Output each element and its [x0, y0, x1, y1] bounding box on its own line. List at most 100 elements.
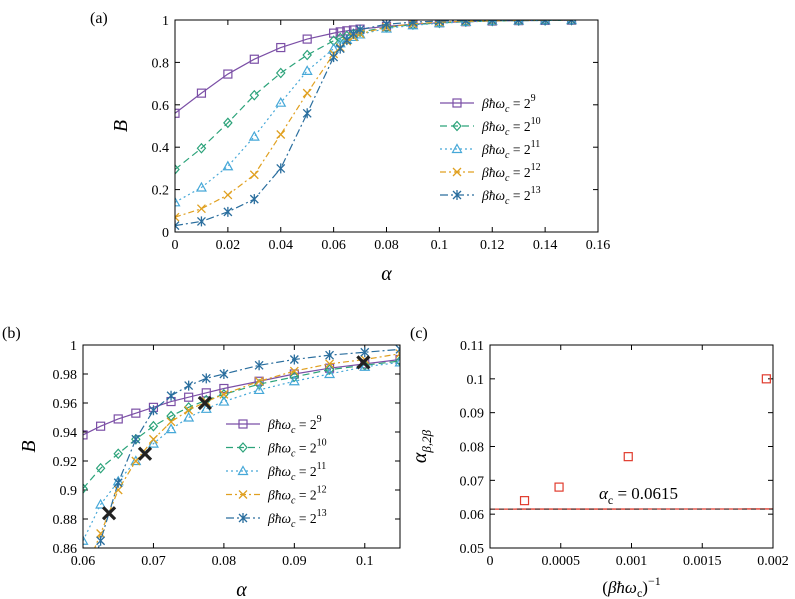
- data-point: [348, 28, 358, 39]
- legend-label-exponent: 12: [317, 485, 327, 496]
- data-point: [395, 355, 400, 367]
- x-tick-label: 0.1: [356, 554, 374, 569]
- x-tick-label: 0.0005: [542, 554, 581, 569]
- x-tick-label: 0.1: [431, 238, 449, 253]
- y-tick-label: 0.6: [152, 99, 170, 114]
- data-point: [302, 88, 312, 98]
- legend-item-12: βħωc = 212: [440, 162, 541, 184]
- data-point: [195, 181, 207, 192]
- legend-label-base: βħω: [481, 165, 505, 180]
- legend-label: βħωc = 211: [267, 461, 326, 483]
- data-point: [175, 164, 180, 175]
- x-tick-label: 0.02: [216, 238, 241, 253]
- legend-label-exponent: 11: [317, 461, 327, 472]
- data-point: [223, 190, 233, 200]
- y-tick-label: 0.92: [53, 455, 78, 470]
- data-point: [276, 130, 286, 139]
- legend-item-10: βħωc = 210: [226, 438, 327, 460]
- legend-label: βħωc = 213: [267, 508, 327, 530]
- data-point: [113, 485, 123, 495]
- series-line: [94, 353, 400, 548]
- legend-label-base: βħω: [481, 119, 505, 134]
- data-point: [201, 388, 211, 398]
- legend-label-exponent: 11: [531, 139, 541, 150]
- data-point: [324, 364, 335, 376]
- legend-label-equals: = 2: [295, 417, 316, 432]
- legend-label-exponent: 10: [317, 438, 327, 449]
- legend-item-13: βħωc = 213: [226, 508, 327, 530]
- data-point: [183, 411, 195, 422]
- legend-swatch-marker: [452, 190, 462, 200]
- x-tick-label: 0.001: [616, 554, 648, 569]
- x-tick-label: 0.07: [141, 554, 166, 569]
- legend-label-exponent: 13: [531, 185, 541, 196]
- data-point: [223, 69, 233, 79]
- legend-label: βħωc = 29: [267, 414, 322, 436]
- legend-label-base: βħω: [267, 441, 291, 456]
- data-point: [175, 220, 180, 231]
- y-tick-label: 0.4: [152, 141, 170, 156]
- x-axis-label: (βħωc)−1: [602, 574, 660, 599]
- data-point: [83, 483, 88, 494]
- legend-label: βħωc = 29: [481, 93, 536, 115]
- legend-label-base: βħω: [481, 142, 505, 157]
- y-axis-label: B: [110, 120, 132, 132]
- critical-alpha-annotation: αc = 0.0615: [599, 484, 678, 507]
- panel-label: (a): [90, 10, 108, 27]
- data-point: [218, 395, 230, 406]
- y-tick-label: 0.88: [53, 513, 78, 528]
- legend-label-subscript: c: [291, 472, 296, 483]
- data-point: [325, 350, 335, 361]
- data-point: [380, 22, 393, 33]
- x-tick-label: 0.06: [321, 238, 346, 253]
- x-axis-label-part: c: [637, 586, 642, 599]
- annotation-value: = 0.0615: [613, 484, 678, 503]
- y-tick-label: 0.11: [460, 339, 484, 354]
- y-axis-label-part: β,2β: [419, 429, 434, 453]
- legend-label: βħωc = 213: [481, 185, 541, 207]
- legend-label-equals: = 2: [509, 142, 530, 157]
- legend-swatch-marker: [237, 465, 249, 476]
- legend-swatch-marker: [452, 98, 462, 108]
- data-point: [166, 417, 176, 427]
- data-point: [222, 160, 234, 171]
- data-point: [130, 455, 142, 466]
- data-point: [196, 142, 207, 154]
- x-axis-label-part: ): [642, 578, 648, 597]
- data-point: [223, 206, 233, 217]
- crossing-point: [356, 355, 371, 370]
- x-tick-label: 0: [487, 554, 494, 569]
- y-tick-label: 0.1: [467, 373, 485, 388]
- y-tick-label: 1: [162, 14, 169, 29]
- y-tick-label: 0: [162, 226, 169, 241]
- y-tick-label: 0.07: [460, 474, 485, 489]
- y-tick-label: 0.94: [53, 426, 78, 441]
- legend-label-subscript: c: [505, 173, 510, 184]
- x-tick-label: 0.002: [757, 554, 789, 569]
- x-tick-label: 0.06: [71, 554, 96, 569]
- y-tick-label: 0.09: [460, 407, 485, 422]
- y-tick-label: 0.96: [53, 397, 78, 412]
- crossing-point: [197, 395, 213, 411]
- data-point: [165, 423, 177, 434]
- x-axis-label: α: [236, 579, 247, 599]
- data-point: [254, 376, 264, 386]
- data-point: [395, 354, 400, 365]
- data-point: [83, 535, 89, 545]
- data-point: [408, 20, 418, 28]
- legend-label-base: βħω: [267, 488, 291, 503]
- data-point: [184, 392, 194, 402]
- legend-label-subscript: c: [505, 196, 510, 207]
- data-point: [219, 389, 229, 399]
- data-point: [219, 369, 229, 379]
- legend-label-base: βħω: [267, 464, 291, 479]
- data-point: [196, 204, 206, 214]
- legend-label-equals: = 2: [295, 464, 316, 479]
- data-point: [131, 408, 141, 418]
- data-point: [276, 42, 286, 53]
- legend-label: βħωc = 212: [267, 485, 327, 507]
- data-point: [254, 360, 264, 371]
- data-point: [288, 375, 300, 386]
- legend-label-subscript: c: [505, 104, 510, 115]
- data-point: [96, 421, 106, 431]
